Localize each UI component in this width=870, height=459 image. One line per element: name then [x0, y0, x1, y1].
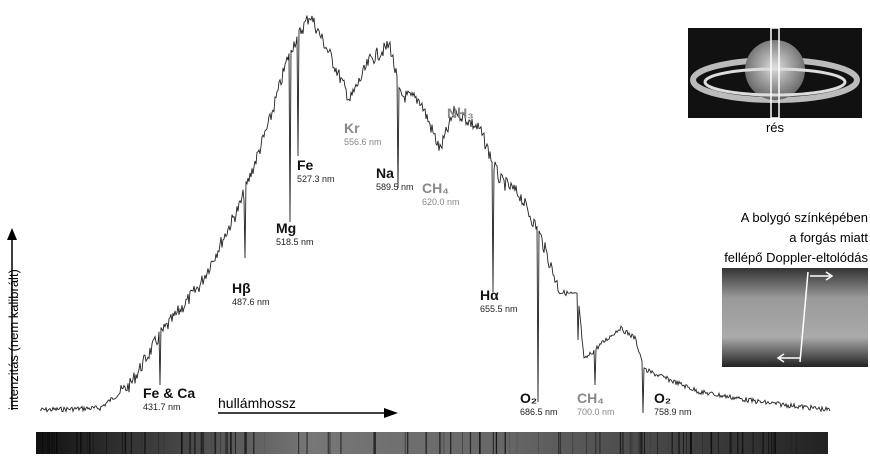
line-name: CH₄ [577, 390, 604, 406]
doppler-caption: A bolygó színképében [741, 210, 868, 225]
line-wavelength: 620.0 nm [422, 197, 460, 207]
line-name: Kr [344, 120, 360, 136]
line-wavelength: 487.6 nm [232, 297, 270, 307]
line-wavelength: 527.3 nm [297, 174, 335, 184]
doppler-line [799, 271, 809, 363]
doppler-caption: fellépő Doppler-eltolódás [724, 250, 868, 265]
line-wavelength: 589.5 nm [376, 182, 414, 192]
doppler-caption: a forgás miatt [789, 230, 868, 245]
x-arrow-head [384, 408, 398, 418]
line-name: O₂ [520, 390, 537, 406]
doppler-arrows [776, 271, 834, 363]
spectrum-curve [39, 15, 831, 414]
saturn-ring-front [703, 67, 847, 97]
line-wavelength: 686.5 nm [520, 407, 558, 417]
line-name: Mg [276, 220, 296, 236]
slit [770, 27, 780, 119]
line-name: Fe [297, 157, 314, 173]
line-wavelength: 556.6 nm [344, 137, 382, 147]
line-wavelength: 431.7 nm [143, 402, 181, 412]
y-arrow-head [7, 228, 17, 240]
line-name: Fe & Ca [143, 385, 195, 401]
doppler-image [722, 268, 868, 367]
line-wavelength: 655.5 nm [480, 304, 518, 314]
saturn-caption: rés [766, 120, 785, 135]
line-name: NH₃ [447, 105, 474, 121]
y-axis-label: intenzitás (nem kalibrált) [6, 269, 21, 410]
line-wavelength: 758.9 nm [654, 407, 692, 417]
line-wavelength: 700.0 nm [577, 407, 615, 417]
line-name: CH₄ [422, 180, 449, 196]
line-name: Hα [480, 287, 499, 303]
line-name: Na [376, 165, 394, 181]
x-axis-label: hullámhossz [218, 395, 296, 411]
line-name: O₂ [654, 390, 671, 406]
line-wavelength: 518.5 nm [276, 237, 314, 247]
spectrum-strip [36, 432, 828, 454]
line-name: Hβ [232, 280, 251, 296]
